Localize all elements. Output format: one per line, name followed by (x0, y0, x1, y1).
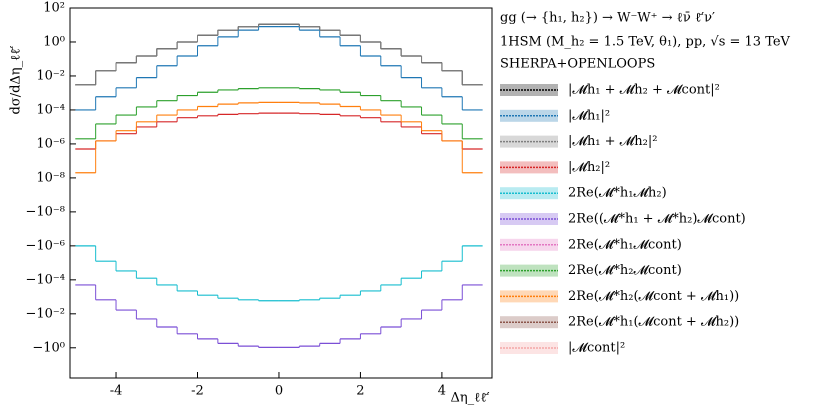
y-tick-label: 10² (43, 1, 65, 16)
y-tick-label: 10⁻⁸ (36, 170, 65, 185)
legend-label: 2Re(𝓜*h₂(𝓜cont + 𝓜h₁)) (568, 289, 739, 304)
x-tick-label: 0 (275, 384, 283, 399)
y-tick-label: −10⁻⁴ (25, 272, 65, 287)
y-tick-label: −10⁻⁸ (25, 204, 65, 219)
x-tick-label: -2 (191, 384, 204, 399)
annotation: 1HSM (M_h₂ = 1.5 TeV, θ₁), pp, √s = 13 T… (500, 35, 791, 50)
annotation: gg (→ {h₁, h₂}) → W⁻W⁺ → ℓν̄ ℓ̄′ν′ (500, 11, 715, 26)
legend-label: |𝓜h₂|² (568, 160, 610, 175)
legend-label: |𝓜h₁ + 𝓜h₂|² (568, 134, 657, 149)
x-tick-label: 2 (356, 384, 364, 399)
x-tick-label: -4 (110, 384, 123, 399)
y-tick-label: 10⁻⁶ (36, 136, 65, 151)
plot-frame (69, 7, 493, 379)
legend-label: |𝓜h₁|² (568, 108, 610, 123)
y-axis-label: dσ/dΔη_ℓℓ̄′ (9, 45, 24, 114)
x-tick-label: 4 (438, 384, 446, 399)
x-axis-label: Δη_ℓℓ̄′ (450, 391, 489, 406)
y-tick-label: 10⁰ (43, 34, 65, 49)
legend-label: 2Re((𝓜*h₁ + 𝓜*h₂)𝓜cont) (568, 212, 746, 227)
legend-label: |𝓜h₁ + 𝓜h₂ + 𝓜cont|² (568, 83, 720, 98)
legend-label: 2Re(𝓜*h₁(𝓜cont + 𝓜h₂)) (568, 315, 739, 330)
legend-label: |𝓜cont|² (568, 341, 625, 356)
y-tick-label: −10⁻⁶ (25, 238, 65, 253)
y-tick-label: −10⁻² (25, 306, 65, 321)
y-tick-label: 10⁻² (36, 68, 65, 83)
legend-label: 2Re(𝓜*h₂𝓜cont) (568, 263, 682, 278)
y-tick-label: −10⁰ (32, 340, 65, 355)
legend-label: 2Re(𝓜*h₁𝓜cont) (568, 237, 682, 252)
legend-label: 2Re(𝓜*h₁𝓜h₂) (568, 186, 667, 201)
y-tick-label: 10⁻⁴ (36, 102, 65, 117)
annotation: SHERPA+OPENLOOPS (500, 57, 655, 72)
